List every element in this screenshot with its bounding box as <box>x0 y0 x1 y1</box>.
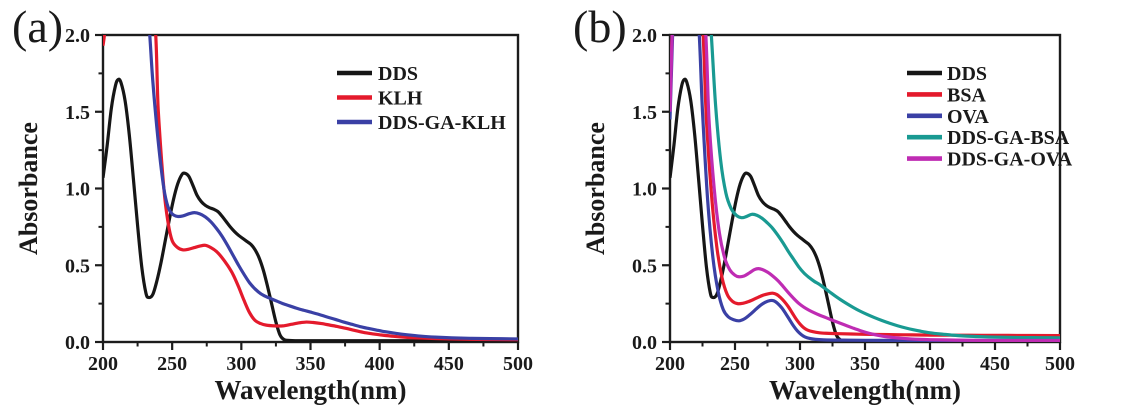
legend-label-DDS: DDS <box>378 63 418 85</box>
x-tick-label: 450 <box>434 353 464 375</box>
legend-label-KLH: KLH <box>378 88 423 110</box>
series-curve-DDS-GA-OVA <box>670 35 1060 342</box>
y-tick-label: 1.0 <box>632 179 657 201</box>
legend-label-OVA: OVA <box>947 106 989 128</box>
y-tick-label: 0.0 <box>65 332 90 354</box>
x-tick-label: 500 <box>1045 353 1075 375</box>
y-tick-label: 2.0 <box>632 25 657 47</box>
x-tick-label: 400 <box>915 353 945 375</box>
legend-label-DDS: DDS <box>947 63 987 85</box>
y-tick-label: 1.0 <box>65 179 90 201</box>
x-axis-title: Wavelength(nm) <box>769 375 961 405</box>
series-curve-KLH <box>103 35 518 342</box>
panel-b: (b) 200 250 300 350 400 450 500 0.0 0.5 1.0 1.5 2.0… <box>561 0 1122 412</box>
series-curve-DDS <box>670 77 1060 342</box>
y-axis-title: Absorbance <box>581 122 610 255</box>
legend-label-BSA: BSA <box>947 84 986 106</box>
panel-b-chart: 200 250 300 350 400 450 500 0.0 0.5 1.0 1.5 2.0 Wave… <box>581 25 1075 405</box>
x-tick-label: 300 <box>226 353 256 375</box>
y-tick-label: 0.0 <box>632 332 657 354</box>
x-axis-title: Wavelength(nm) <box>215 375 407 405</box>
x-tick-label: 250 <box>720 353 750 375</box>
x-tick-label: 400 <box>365 353 395 375</box>
x-tick-label: 300 <box>785 353 815 375</box>
series-curve-DDS-GA-BSA <box>709 35 1060 340</box>
x-tick-label: 200 <box>88 353 118 375</box>
x-tick-label: 200 <box>655 353 685 375</box>
panel-a-chart: 200 250 300 350 400 450 500 0.0 0.5 1.0 1.5 2.0 Wave… <box>14 25 533 405</box>
x-tick-label: 350 <box>296 353 326 375</box>
y-tick-label: 1.5 <box>632 102 657 124</box>
y-axis-title: Absorbance <box>14 122 43 255</box>
legend-label-DDS-GA-OVA: DDS-GA-OVA <box>947 149 1073 171</box>
x-tick-label: 500 <box>503 353 533 375</box>
y-tick-label: 2.0 <box>65 25 90 47</box>
x-tick-label: 450 <box>980 353 1010 375</box>
panel-a-label: (a) <box>12 1 64 52</box>
series-curve-OVA <box>670 35 1060 342</box>
legend-label-DDS-GA-BSA: DDS-GA-BSA <box>947 127 1070 149</box>
series-curve-BSA <box>670 35 1060 338</box>
legend-label-DDS-GA-KLH: DDS-GA-KLH <box>378 112 506 134</box>
y-tick-label: 0.5 <box>65 255 90 277</box>
series-curve-DDS <box>103 77 518 342</box>
x-tick-label: 350 <box>850 353 880 375</box>
y-tick-label: 1.5 <box>65 102 90 124</box>
x-tick-label: 250 <box>157 353 187 375</box>
panel-a: (a) 200 250 300 350 400 450 500 0.0 0.5 1.0 1.5 2.0… <box>12 1 533 405</box>
panel-b-label: (b) <box>573 1 627 52</box>
y-tick-label: 0.5 <box>632 255 657 277</box>
series-curve-DDS-GA-KLH <box>148 35 518 341</box>
